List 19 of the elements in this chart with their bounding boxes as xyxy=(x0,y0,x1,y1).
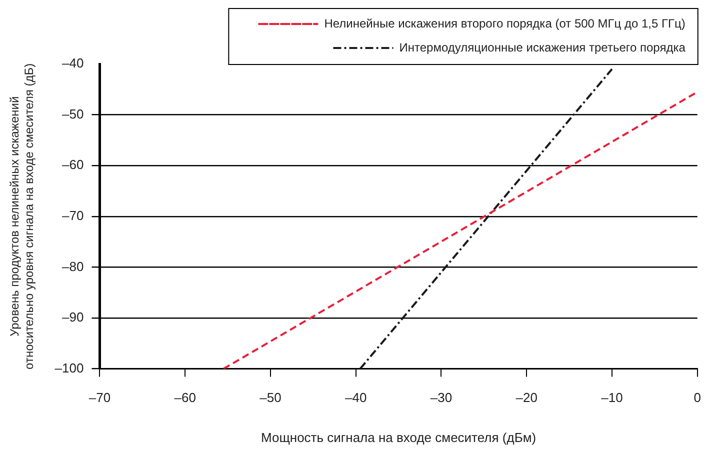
x-tick-label: –30 xyxy=(430,390,452,406)
y-tick-label: –50 xyxy=(62,106,84,122)
x-tick-label: –20 xyxy=(516,390,538,406)
legend-label: Нелинейные искажения второго порядка (от 500 МГц до 1,5 ГГц) xyxy=(324,16,686,30)
y-tick-label: –70 xyxy=(62,208,84,223)
x-tick-label: –60 xyxy=(174,390,196,406)
x-tick-label: 0 xyxy=(694,390,701,406)
y-tick-label: –60 xyxy=(62,157,84,172)
y-axis-title: Уровень продуктов нелинейных искажений относительно уровня сигнала на входе смесителя (дБ) xyxy=(8,63,36,370)
x-tick-label: –50 xyxy=(260,390,282,406)
x-axis-title: Мощность сигнала на входе смесителя (дБм) xyxy=(260,430,536,445)
y-tick-label: –100 xyxy=(54,360,84,376)
legend-label: Интермодуляционные искажения третьего порядка xyxy=(399,40,686,54)
x-tick-label: –40 xyxy=(345,390,367,406)
x-tick-label: –10 xyxy=(601,390,623,406)
y-tick-label: –90 xyxy=(62,310,84,325)
x-tick-label: –70 xyxy=(88,390,111,406)
y-tick-label: –40 xyxy=(62,56,84,71)
y-tick-label: –80 xyxy=(62,258,84,274)
